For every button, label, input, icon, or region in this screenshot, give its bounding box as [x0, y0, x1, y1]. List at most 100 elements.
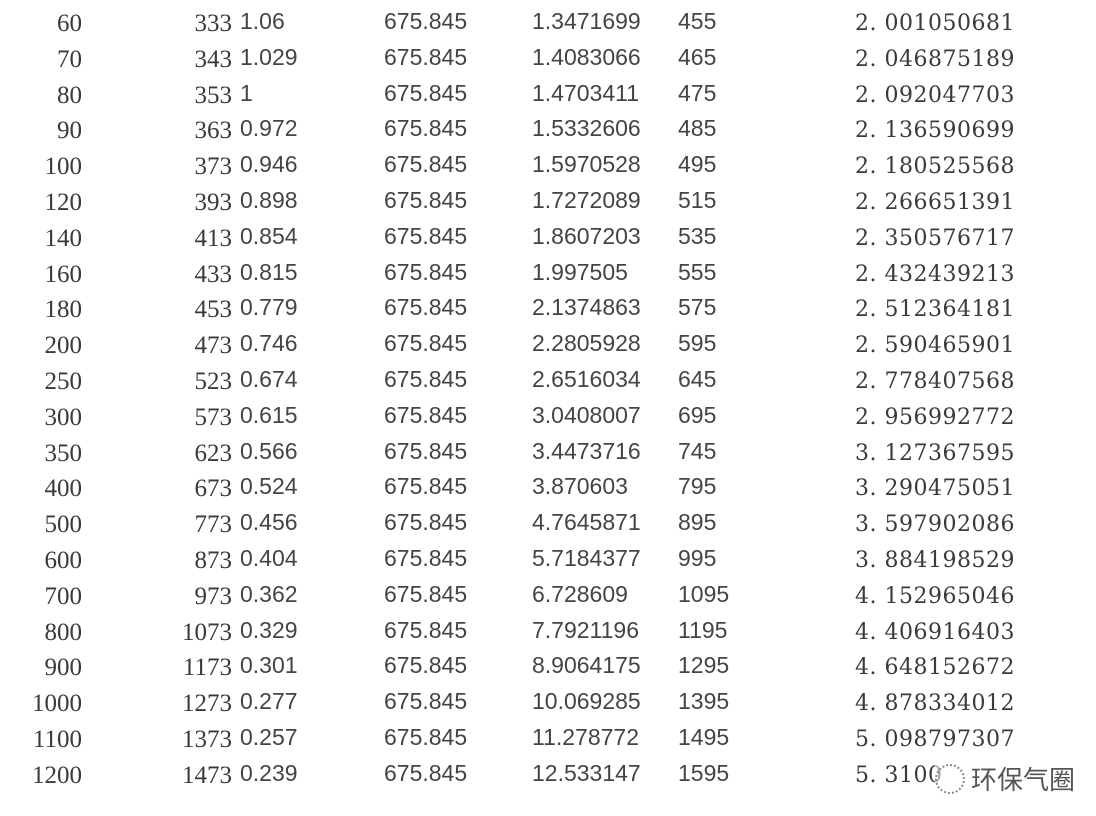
table-cell: 7.7921196 — [532, 616, 640, 643]
table-cell: 600 — [44, 547, 83, 574]
table-cell: 3. 597902086 — [855, 512, 1015, 538]
table-cell: 0.524 — [240, 473, 298, 500]
table-cell: 873 — [194, 547, 233, 574]
table-cell: 495 — [678, 151, 717, 178]
table-cell: 4. 406916403 — [855, 619, 1015, 645]
table-cell: 2. 266651391 — [855, 190, 1015, 215]
table-cell: 1473 — [182, 761, 232, 789]
table-cell: 1.3471699 — [532, 8, 641, 34]
table-cell: 623 — [194, 439, 233, 467]
table-cell: 2. 512364181 — [855, 297, 1015, 323]
table-cell: 0.746 — [240, 330, 298, 357]
wechat-icon — [935, 763, 965, 794]
table-cell: 4. 152965046 — [855, 583, 1015, 609]
table-cell: 2. 001050681 — [855, 11, 1015, 36]
table-cell: 1.5970528 — [532, 151, 641, 178]
table-cell: 0.239 — [240, 759, 298, 786]
table-cell: 80 — [57, 81, 82, 109]
table-cell: 0.674 — [240, 366, 298, 392]
table-cell: 675.845 — [384, 43, 468, 70]
table-cell: 500 — [44, 511, 83, 539]
table-cell: 465 — [678, 43, 717, 70]
table-cell: 393 — [194, 189, 233, 216]
table-cell: 1 — [240, 79, 253, 106]
table-cell: 1495 — [678, 724, 730, 750]
table-cell: 1595 — [678, 759, 730, 786]
table-cell: 433 — [194, 260, 233, 288]
table-cell: 1.06 — [240, 8, 285, 34]
table-cell: 995 — [678, 545, 717, 571]
table-cell: 12.533147 — [532, 759, 641, 786]
table-cell: 1.5332606 — [532, 115, 641, 142]
table-cell: 675.845 — [384, 294, 468, 321]
watermark: 环保气圈 — [935, 760, 1076, 797]
table-cell: 4.7645871 — [532, 509, 641, 536]
table-cell: 0.277 — [240, 688, 298, 715]
table-cell: 675.845 — [384, 366, 468, 392]
table-cell: 2. 046875189 — [855, 46, 1015, 72]
table-cell: 675.845 — [384, 759, 468, 786]
table-cell: 0.329 — [240, 616, 298, 643]
table-cell: 800 — [44, 618, 83, 646]
table-cell: 140 — [44, 224, 83, 252]
table-cell: 2.2805928 — [532, 330, 641, 357]
table-cell: 3.870603 — [532, 473, 628, 500]
table-cell: 350 — [44, 439, 83, 467]
table-cell: 675.845 — [384, 652, 468, 679]
table-cell: 1.997505 — [532, 258, 628, 285]
table-cell: 1273 — [182, 690, 232, 718]
table-cell: 1.4703411 — [532, 79, 640, 106]
table-cell: 10.069285 — [532, 688, 641, 715]
table-cell: 1.8607203 — [532, 222, 641, 249]
table-cell: 3. 290475051 — [855, 476, 1015, 502]
table-cell: 900 — [44, 654, 83, 682]
table-cell: 3.4473716 — [532, 437, 641, 464]
table-cell: 773 — [194, 511, 233, 539]
table-cell: 2. 350576717 — [855, 225, 1015, 251]
table-cell: 70 — [57, 45, 82, 73]
table-cell: 795 — [678, 473, 717, 500]
table-cell: 745 — [678, 437, 717, 464]
table-cell: 413 — [194, 224, 233, 252]
table-cell: 1195 — [678, 616, 728, 643]
table-cell: 5.7184377 — [532, 545, 641, 571]
table-cell: 1100 — [32, 726, 82, 753]
table-cell: 4. 648152672 — [855, 655, 1015, 681]
table-cell: 675.845 — [384, 222, 468, 249]
table-cell: 333 — [194, 10, 233, 37]
table-cell: 675.845 — [384, 401, 468, 428]
table-cell: 475 — [678, 79, 717, 106]
table-cell: 535 — [678, 222, 717, 249]
table-cell: 455 — [678, 8, 717, 34]
table-cell: 1395 — [678, 688, 730, 715]
table-cell: 250 — [44, 368, 83, 395]
table-cell: 675.845 — [384, 724, 468, 750]
table-cell: 0.404 — [240, 545, 298, 571]
table-cell: 5. 098797307 — [855, 727, 1015, 752]
table-cell: 673 — [194, 475, 233, 503]
table-cell: 675.845 — [384, 688, 468, 715]
table-cell: 2. 956992772 — [855, 404, 1015, 430]
table-cell: 675.845 — [384, 8, 468, 34]
table-cell: 363 — [194, 117, 233, 145]
table-cell: 575 — [678, 294, 717, 321]
table-cell: 0.946 — [240, 151, 298, 178]
table-cell: 485 — [678, 115, 717, 142]
table-cell: 675.845 — [384, 79, 468, 106]
table-cell: 2. 590465901 — [855, 333, 1015, 359]
table-cell: 1200 — [32, 761, 82, 789]
table-cell: 973 — [194, 582, 233, 610]
table-cell: 373 — [194, 153, 233, 181]
table-cell: 2. 136590699 — [855, 118, 1015, 144]
table-cell: 3. 127367595 — [855, 440, 1015, 466]
table-cell: 3. 884198529 — [855, 548, 1015, 573]
table-cell: 675.845 — [384, 473, 468, 500]
table-cell: 675.845 — [384, 545, 468, 571]
table-cell: 453 — [194, 296, 233, 324]
table-cell: 2. 092047703 — [855, 82, 1015, 108]
table-cell: 90 — [57, 117, 82, 145]
table-cell: 675.845 — [384, 330, 468, 357]
table-cell: 1.7272089 — [532, 187, 641, 213]
table-cell: 0.257 — [240, 724, 298, 750]
table-cell: 200 — [44, 332, 83, 360]
